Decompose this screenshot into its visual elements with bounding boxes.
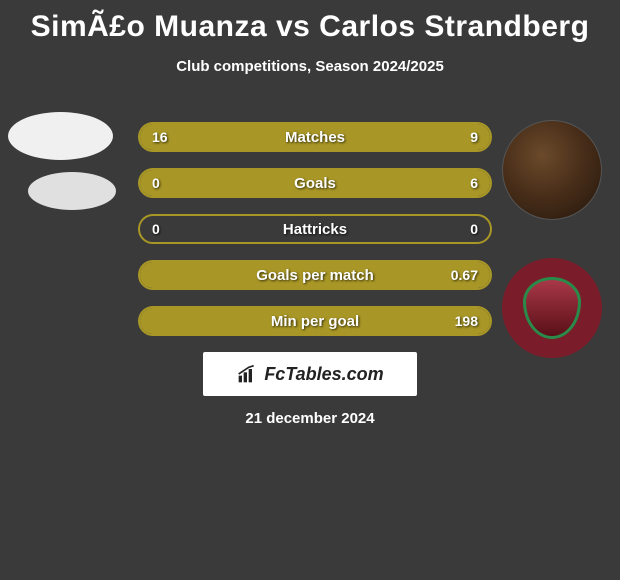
- player-right-avatar: [502, 120, 602, 220]
- stat-row: Goals per match0.67: [138, 260, 492, 290]
- stat-value-right: 0: [470, 221, 478, 237]
- stats-container: 16Matches90Goals60Hattricks0Goals per ma…: [138, 122, 492, 352]
- stat-label: Hattricks: [140, 221, 490, 238]
- stat-value-right: 198: [455, 313, 478, 329]
- stat-value-right: 6: [470, 175, 478, 191]
- team-right-badge: [502, 258, 602, 358]
- shield-icon: [523, 277, 581, 339]
- stat-row: 16Matches9: [138, 122, 492, 152]
- stat-row: 0Goals6: [138, 168, 492, 198]
- stat-label: Min per goal: [140, 313, 490, 330]
- page-title: SimÃ£o Muanza vs Carlos Strandberg: [0, 0, 620, 44]
- team-left-badge: [28, 172, 116, 210]
- logo-text: FcTables.com: [264, 364, 383, 385]
- stat-value-right: 9: [470, 129, 478, 145]
- date-label: 21 december 2024: [0, 410, 620, 427]
- bar-chart-icon: [236, 364, 258, 384]
- fctables-logo: FcTables.com: [203, 352, 417, 396]
- subtitle: Club competitions, Season 2024/2025: [0, 58, 620, 75]
- stat-label: Matches: [140, 129, 490, 146]
- player-left-avatar: [8, 112, 113, 160]
- stat-label: Goals: [140, 175, 490, 192]
- stat-row: 0Hattricks0: [138, 214, 492, 244]
- stat-row: Min per goal198: [138, 306, 492, 336]
- stat-value-right: 0.67: [451, 267, 478, 283]
- stat-label: Goals per match: [140, 267, 490, 284]
